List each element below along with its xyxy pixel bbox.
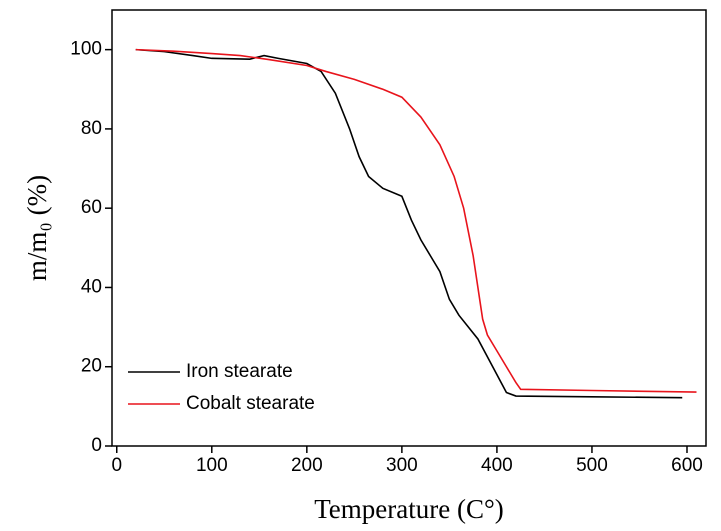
x-tick-label: 500 bbox=[576, 455, 608, 476]
y-tick-label: 100 bbox=[70, 39, 102, 60]
plot-frame bbox=[111, 9, 707, 447]
data-line bbox=[135, 48, 683, 399]
y-tick-label: 60 bbox=[81, 197, 102, 218]
legend-label: Iron stearate bbox=[186, 361, 293, 382]
y-tick-label: 80 bbox=[81, 118, 102, 139]
x-tick-label: 300 bbox=[386, 455, 418, 476]
legend-label: Cobalt stearate bbox=[186, 393, 315, 414]
data-line bbox=[135, 48, 697, 393]
x-tick-label: 100 bbox=[196, 455, 228, 476]
y-tick-label: 0 bbox=[91, 435, 102, 456]
y-axis-title: m/m₀ (%) bbox=[22, 175, 52, 281]
x-axis-title: Temperature (C°) bbox=[314, 494, 504, 524]
x-tick-label: 600 bbox=[671, 455, 703, 476]
x-tick-label: 200 bbox=[291, 455, 323, 476]
x-tick-label: 0 bbox=[111, 455, 122, 476]
y-tick-label: 20 bbox=[81, 356, 102, 377]
x-tick-label: 400 bbox=[481, 455, 513, 476]
y-tick-label: 40 bbox=[81, 276, 102, 297]
